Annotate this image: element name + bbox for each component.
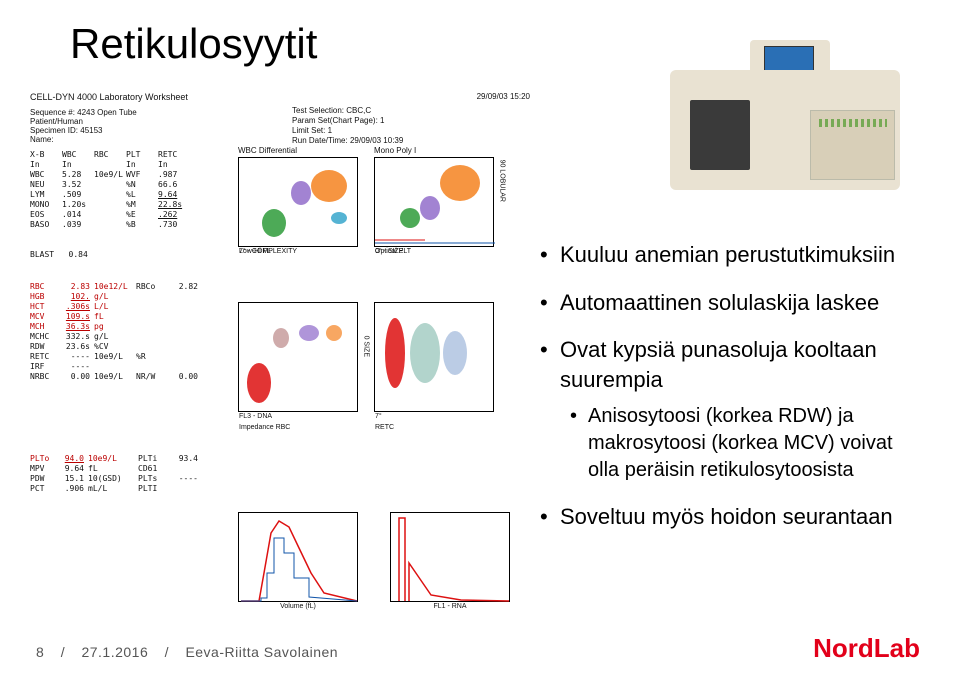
worksheet-datetime: 29/09/03 15:20 <box>477 92 530 101</box>
rbc-table: RBC2.8310e12/LRBCo2.82HGB102.g/LHCT.306s… <box>30 282 198 382</box>
scatter-wbc-differential: 7° - COMPLEXITY Low-Hi FL <box>238 157 358 247</box>
slide-title: Retikulosyytit <box>70 20 317 68</box>
cbc-table: X-BWBCRBCPLTRETC InInInIn WBC5.2810e9/LW… <box>30 150 190 230</box>
lab-worksheet: CELL-DYN 4000 Laboratory Worksheet 29/09… <box>30 92 530 612</box>
scatter2-ylab: 90 LOBULAR <box>498 160 505 202</box>
scatter2-title: Mono Poly I <box>374 146 510 155</box>
scatter-dna: 0 SIZE FL3 - DNA Impedance RBC <box>238 302 358 412</box>
scatter2-xright: Optical PLT <box>375 248 411 255</box>
scatter-retc: 7° RETC <box>374 302 494 412</box>
scatter-mono-poly: 90 LOBULAR 0° - SIZE Optical PLT <box>374 157 494 247</box>
scatter3-under: Impedance RBC <box>239 424 290 431</box>
slide-footer: 8 / 27.1.2016 / Eeva-Riitta Savolainen <box>30 644 344 660</box>
instrument-rack <box>810 110 895 180</box>
histogram-volume: Volume (fL) <box>238 512 358 602</box>
scatter3-xfoot: FL3 - DNA <box>239 411 357 420</box>
scatter4-xfoot: 7° <box>375 411 493 420</box>
bullet-list: Kuuluu anemian perustutkimuksiin Automaat… <box>540 240 900 549</box>
scatter1-svg <box>239 158 359 248</box>
hist2-xfoot: FL1 - RNA <box>391 601 509 610</box>
bullet-item: Kuuluu anemian perustutkimuksiin <box>540 240 900 270</box>
histogram-rna: FL1 - RNA <box>390 512 510 602</box>
scatter-row-2: 0 SIZE FL3 - DNA Impedance RBC <box>238 302 528 414</box>
worksheet-right-info: Test Selection: CBC,CParam Set(Chart Pag… <box>292 106 403 146</box>
bullet-item: Ovat kypsiä punasoluja kooltaan suurempi… <box>540 335 900 483</box>
scatter4-under: RETC <box>375 424 394 431</box>
scatter2-svg <box>375 158 495 248</box>
scatter4-svg <box>375 303 495 413</box>
scatter3-svg <box>239 303 359 413</box>
bullet-subitem: Anisosytoosi (korkea RDW) ja makrosytoos… <box>560 403 900 484</box>
footer-sep2: / <box>165 644 169 660</box>
scatter3-ylab: 0 SIZE <box>362 336 369 357</box>
instrument-illustration <box>670 40 900 190</box>
blast-row: BLAST 0.84 <box>30 250 88 259</box>
blast-value: 0.84 <box>69 250 88 259</box>
hist2-svg <box>391 513 511 603</box>
scatter1-title: WBC Differential <box>238 146 374 155</box>
scatter-row-1: WBC Differential 7° - COMPLEXITY Low-Hi … <box>238 146 528 249</box>
plt-table: PLTo94.010e9/LPLTi93.4MPV9.64fLCD61PDW15… <box>30 454 198 494</box>
hist1-svg <box>239 513 359 603</box>
footer-date: 27.1.2016 <box>81 644 148 660</box>
bullet-item: Soveltuu myös hoidon seurantaan <box>540 502 900 532</box>
footer-sep: / <box>61 644 65 660</box>
worksheet-left-info: Sequence #: 4243 Open TubePatient/HumanS… <box>30 108 530 144</box>
footer-author: Eeva-Riitta Savolainen <box>185 644 338 660</box>
slide: Retikulosyytit Kuuluu anemian perustutki… <box>0 0 960 678</box>
scatter1-xright: Low-Hi FL <box>239 248 271 255</box>
footer-page: 8 <box>36 644 44 660</box>
nordlab-logo: NordLab <box>813 633 920 664</box>
blast-label: BLAST <box>30 250 54 259</box>
hist1-xfoot: Volume (fL) <box>239 601 357 610</box>
worksheet-title: CELL-DYN 4000 Laboratory Worksheet <box>30 92 530 102</box>
instrument-slot <box>690 100 750 170</box>
histogram-row: Volume (fL) FL1 - RNA <box>238 512 526 602</box>
instrument-screen <box>764 46 814 72</box>
bullet-item: Automaattinen solulaskija laskee <box>540 288 900 318</box>
